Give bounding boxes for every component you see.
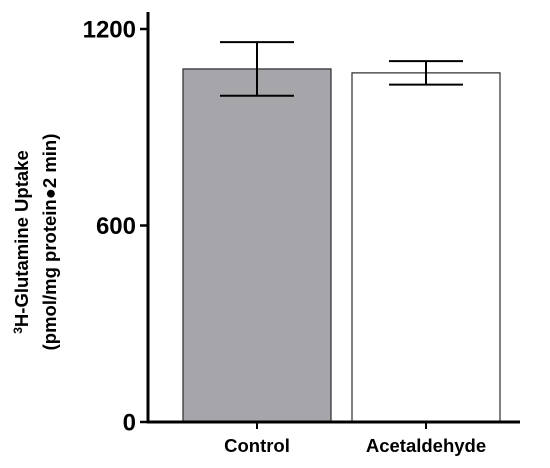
x-tick-label-acetaldehyde: Acetaldehyde bbox=[366, 435, 486, 456]
y-axis-label-superscript: 3 bbox=[11, 327, 25, 334]
error-bars-layer bbox=[220, 41, 463, 97]
x-tick-label-control: Control bbox=[224, 435, 290, 456]
y-axis-label-line1: H-Glutamine Uptake bbox=[11, 150, 32, 327]
bars-layer bbox=[182, 68, 501, 423]
bar-acetaldehyde bbox=[351, 72, 501, 423]
y-tick-label-600: 600 bbox=[96, 213, 136, 240]
y-tick-label-1200: 1200 bbox=[83, 17, 136, 44]
y-ticks-layer: 0 600 1200 bbox=[83, 17, 148, 437]
y-axis-label-line2: (pmol/mg protein●2 min) bbox=[39, 134, 60, 351]
x-ticks-layer: Control Acetaldehyde bbox=[224, 422, 486, 456]
y-tick-label-0: 0 bbox=[123, 410, 136, 437]
y-axis-label: 3H-Glutamine Uptake bbox=[11, 150, 32, 334]
bar-control bbox=[182, 68, 332, 423]
